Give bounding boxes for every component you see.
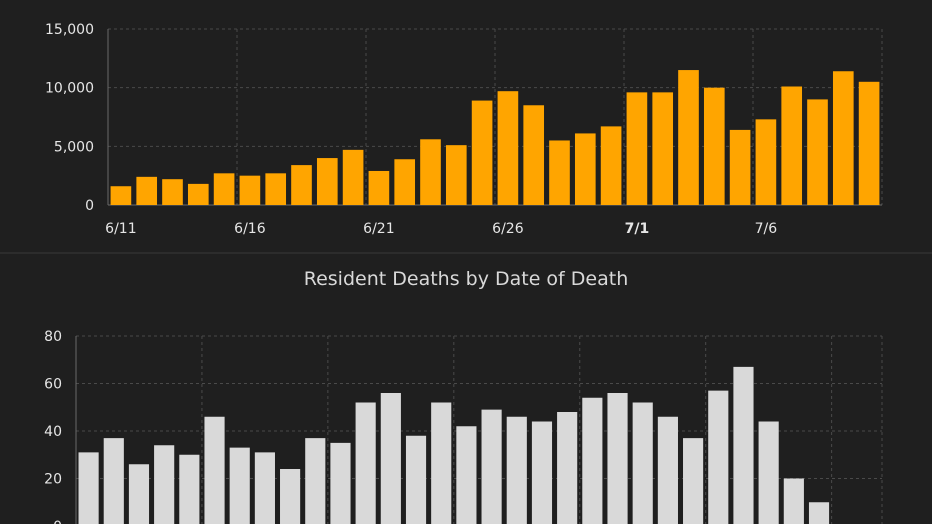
deaths-y-tick-label: 20 (44, 472, 62, 488)
cases-bar (394, 159, 416, 205)
deaths-chart-title: Resident Deaths by Date of Death (304, 268, 629, 290)
cases-bar (110, 186, 132, 205)
cases-bar (652, 92, 674, 205)
cases-bar (420, 139, 441, 205)
deaths-bar (808, 502, 830, 524)
deaths-y-tick-label: 0 (53, 519, 62, 524)
deaths-bar (431, 402, 452, 524)
deaths-bar (78, 452, 99, 524)
deaths-bar (280, 469, 301, 524)
cases-bar (755, 119, 777, 205)
deaths-bar (330, 442, 351, 524)
cases-y-tick-label: 10,000 (45, 81, 94, 97)
cases-bar (858, 81, 880, 205)
cases-x-tick-label: 7/1 (625, 221, 650, 237)
cases-x-tick-label: 6/26 (492, 221, 524, 237)
deaths-bar (128, 464, 150, 524)
cases-bar (291, 165, 312, 205)
cases-y-tick-label: 0 (85, 198, 94, 214)
deaths-bar (657, 416, 678, 524)
cases-bar (600, 126, 622, 205)
deaths-bar (405, 435, 427, 524)
cases-bar (729, 129, 751, 205)
cases-y-tick-labels: 0 5,000 10,000 15,000 (45, 22, 94, 214)
cases-y-tick-label: 15,000 (45, 22, 94, 38)
deaths-bar (103, 438, 124, 524)
cases-bar (574, 133, 596, 205)
cases-x-tick-label: 6/11 (105, 221, 136, 237)
cases-gridlines (107, 28, 883, 206)
deaths-bar (380, 393, 401, 524)
cases-bar (316, 158, 338, 205)
cases-bar (213, 173, 235, 205)
deaths-bar (355, 402, 376, 524)
cases-bar (626, 92, 648, 205)
cases-bar (342, 149, 364, 205)
deaths-bar (481, 409, 502, 524)
deaths-bar (254, 452, 275, 524)
cases-bar (703, 87, 725, 205)
cases-bar (549, 140, 570, 205)
deaths-chart: Resident Deaths by Date of Death 0 20 40 60… (44, 268, 883, 524)
deaths-bar (179, 454, 200, 524)
cases-bar (368, 170, 390, 205)
deaths-y-tick-label: 40 (44, 424, 62, 440)
deaths-bar (154, 445, 175, 524)
cases-x-tick-label: 6/21 (363, 221, 394, 237)
deaths-bar (204, 416, 225, 524)
deaths-bar (531, 421, 553, 524)
deaths-bar (582, 397, 603, 524)
deaths-bar (557, 412, 578, 524)
cases-bar (136, 176, 158, 205)
deaths-bar (305, 438, 326, 524)
deaths-bar (783, 478, 804, 524)
deaths-bars (78, 366, 830, 524)
deaths-bar (607, 393, 628, 524)
cases-x-tick-label: 6/16 (234, 221, 266, 237)
cases-bar (678, 70, 699, 205)
deaths-bar (708, 390, 729, 524)
cases-bar (162, 179, 183, 205)
deaths-y-tick-labels: 0 20 40 60 80 (44, 329, 62, 524)
cases-bar (445, 145, 467, 205)
cases-x-tick-label: 7/6 (755, 221, 778, 237)
cases-bar (832, 71, 854, 206)
deaths-y-tick-label: 80 (44, 329, 62, 345)
deaths-bar (632, 402, 653, 524)
cases-chart: 0 5,000 10,000 15,000 6/11 6/16 6/21 6/26 7/1 7/… (45, 22, 883, 237)
cases-bars (110, 70, 880, 206)
cases-bar (265, 173, 287, 205)
cases-bar (239, 175, 261, 205)
cases-x-tick-labels: 6/11 6/16 6/21 6/26 7/1 7/6 (105, 221, 777, 237)
deaths-bar (683, 438, 704, 524)
cases-bar (807, 99, 828, 205)
cases-bar (497, 91, 519, 205)
deaths-bar (456, 426, 477, 524)
cases-bar (187, 183, 209, 205)
deaths-bar (733, 366, 754, 524)
cases-y-tick-label: 5,000 (54, 139, 94, 155)
deaths-bar (758, 421, 779, 524)
cases-bar (523, 105, 545, 205)
cases-bar (471, 100, 493, 205)
deaths-y-tick-label: 60 (44, 377, 62, 393)
deaths-bar (229, 447, 250, 524)
deaths-bar (506, 416, 527, 524)
cases-bar (781, 86, 803, 205)
